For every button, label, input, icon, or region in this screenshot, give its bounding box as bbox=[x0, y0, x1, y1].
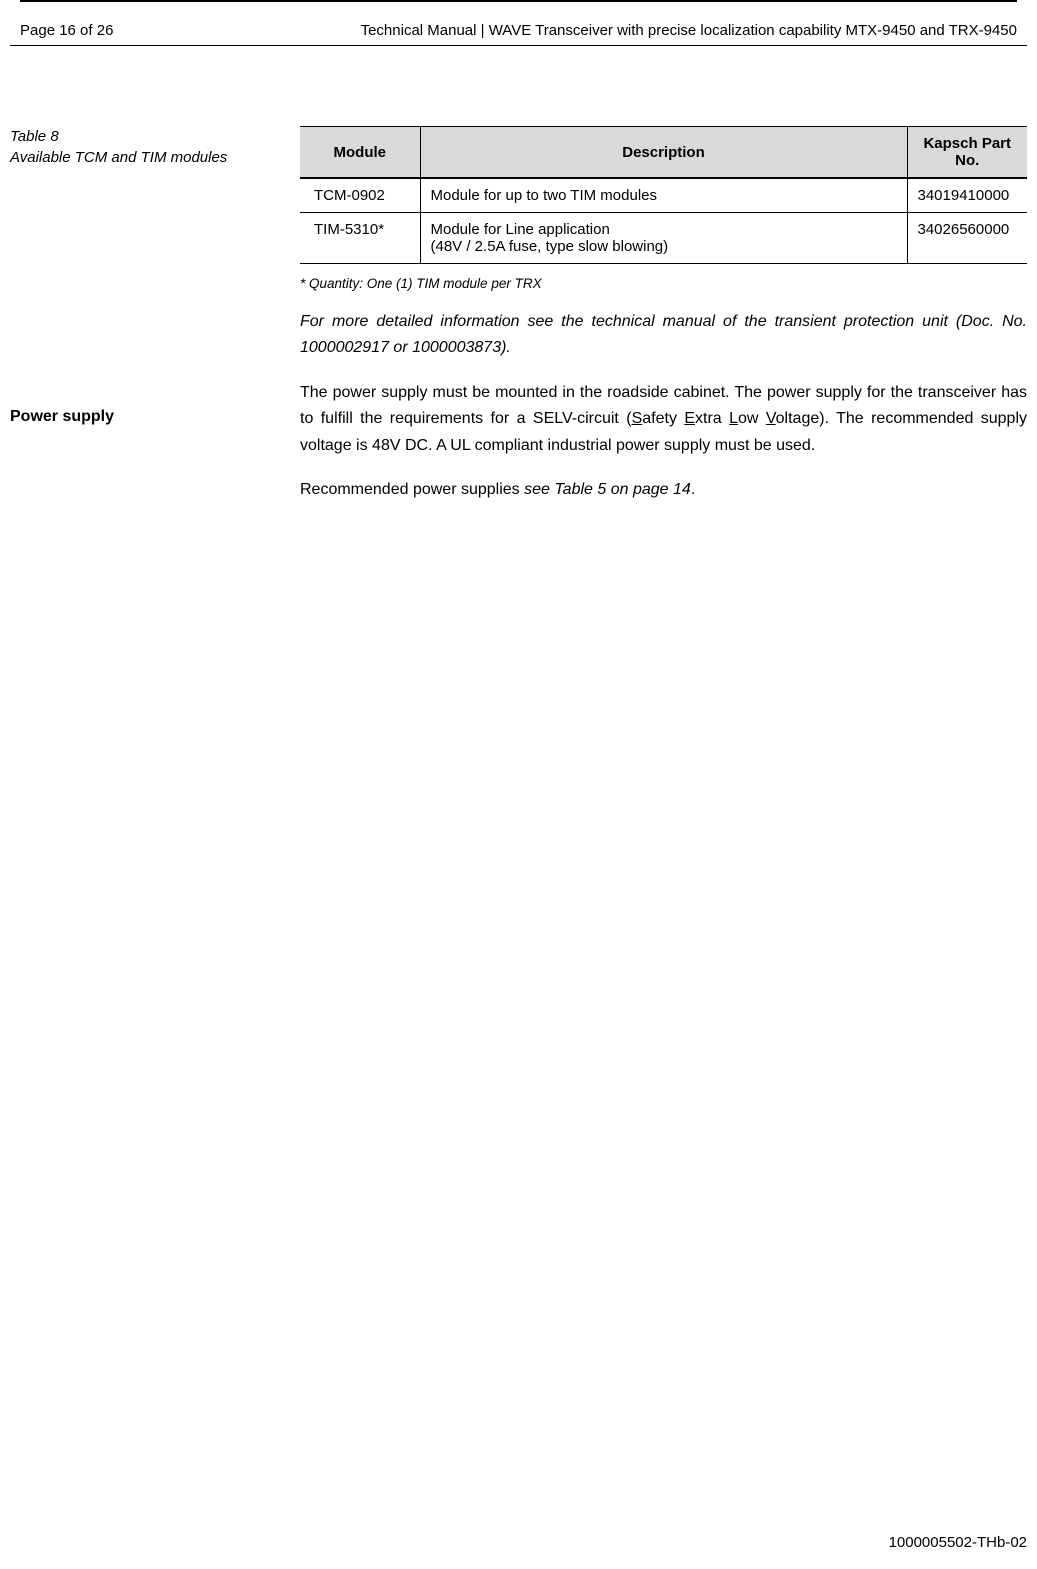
footer-doc-number: 1000005502-THb-02 bbox=[889, 1534, 1027, 1551]
cell-module: TIM-5310* bbox=[300, 213, 420, 264]
cell-partno: 34026560000 bbox=[907, 213, 1027, 264]
paragraph-power-supply: The power supply must be mounted in the … bbox=[300, 380, 1027, 459]
table-row: TCM-0902 Module for up to two TIM module… bbox=[300, 178, 1027, 213]
col-header-partno: Kapsch Part No. bbox=[907, 127, 1027, 179]
cell-partno: 34019410000 bbox=[907, 178, 1027, 213]
table-footnote: * Quantity: One (1) TIM module per TRX bbox=[300, 276, 1027, 291]
table-title: Available TCM and TIM modules bbox=[10, 149, 227, 166]
cell-module: TCM-0902 bbox=[300, 178, 420, 213]
col-header-module: Module bbox=[300, 127, 420, 179]
doc-title: Technical Manual | WAVE Transceiver with… bbox=[361, 22, 1017, 39]
cell-description: Module for up to two TIM modules bbox=[420, 178, 907, 213]
table-row: TIM-5310* Module for Line application (4… bbox=[300, 213, 1027, 264]
module-table: Module Description Kapsch Part No. TCM-0… bbox=[300, 126, 1027, 264]
page-number: Page 16 of 26 bbox=[20, 22, 113, 39]
main-content: Module Description Kapsch Part No. TCM-0… bbox=[300, 126, 1027, 503]
page-header: Page 16 of 26 Technical Manual | WAVE Tr… bbox=[10, 4, 1027, 46]
col-header-description: Description bbox=[420, 127, 907, 179]
paragraph-recommended: Recommended power supplies see Table 5 o… bbox=[300, 477, 1027, 503]
table-number: Table 8 bbox=[10, 128, 59, 145]
cell-description: Module for Line application (48V / 2.5A … bbox=[420, 213, 907, 264]
table-header-row: Module Description Kapsch Part No. bbox=[300, 127, 1027, 179]
paragraph-reference: For more detailed information see the te… bbox=[300, 309, 1027, 362]
sidebar: Table 8 Available TCM and TIM modules Po… bbox=[10, 126, 300, 503]
content-area: Table 8 Available TCM and TIM modules Po… bbox=[0, 46, 1037, 503]
section-heading: Power supply bbox=[10, 408, 290, 426]
table-caption: Table 8 Available TCM and TIM modules bbox=[10, 126, 290, 168]
